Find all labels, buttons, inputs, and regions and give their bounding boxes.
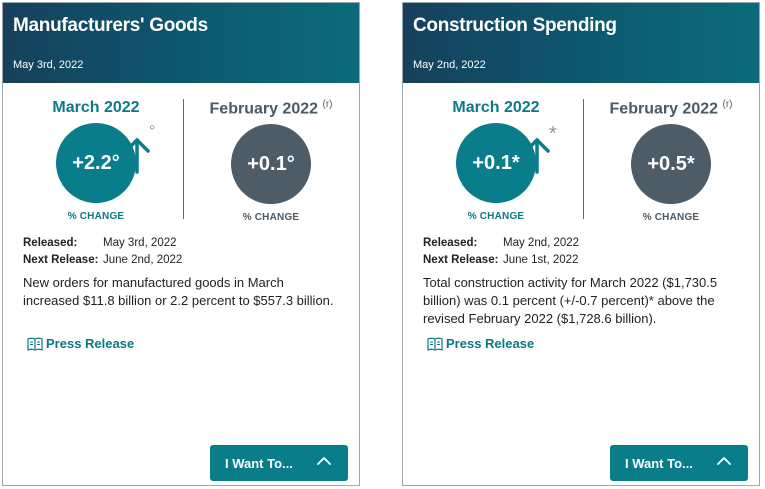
previous-metric: February 2022 (r) +0.1° % CHANGE [196,99,346,223]
book-icon [27,337,43,351]
next-release-value: June 2nd, 2022 [103,254,183,266]
current-period-label: March 2022 [452,99,540,116]
card-date: May 3rd, 2022 [13,59,84,71]
previous-period-text: February 2022 [209,100,319,118]
next-release-label: Next Release: [423,254,499,266]
chevron-up-icon [717,457,731,465]
book-icon [427,337,443,351]
i-want-to-label: I Want To... [225,455,293,471]
indicator-description: Total construction activity for March 20… [423,275,718,326]
current-value: +0.1* [472,151,520,174]
trend-mark: * [549,123,557,145]
metric-divider [183,99,184,219]
next-release-value: June 1st, 2022 [503,254,579,266]
next-release-row: Next Release: June 2nd, 2022 [23,254,182,266]
previous-value-circle: +0.1° [231,124,311,205]
previous-period-text: February 2022 [609,100,719,118]
press-release-link[interactable]: Press Release [27,336,134,351]
previous-value-circle: +0.5* [631,124,711,205]
previous-value: +0.5* [647,152,695,175]
card-title[interactable]: Manufacturers' Goods [13,15,208,36]
revised-mark: (r) [722,99,733,110]
released-label: Released: [23,237,78,249]
current-metric: March 2022 +0.1* % CHANGE [421,99,571,222]
released-value: May 2nd, 2022 [503,237,580,249]
press-release-label: Press Release [46,336,135,351]
previous-pct-label: % CHANGE [642,212,700,224]
current-value-circle: +2.2° [56,123,136,203]
current-pct-label: % CHANGE [467,211,525,222]
previous-value: +0.1° [247,152,295,175]
chevron-up-icon [317,457,331,465]
next-release-label: Next Release: [23,254,99,266]
card-title[interactable]: Construction Spending [413,15,617,36]
indicator-description: New orders for manufactured goods in Mar… [23,275,334,308]
released-value: May 3rd, 2022 [103,237,177,249]
released-row: Released: May 3rd, 2022 [23,237,177,249]
current-metric: March 2022 +2.2° % CHANGE [21,99,171,222]
indicator-card-construction-spending: Construction Spending May 2nd, 2022 Marc… [402,2,760,486]
next-release-row: Next Release: June 1st, 2022 [423,254,578,266]
previous-metric: February 2022 (r) +0.5* % CHANGE [596,99,746,223]
current-value: +2.2° [72,151,120,174]
arrow-up-icon [524,138,550,174]
previous-period-label: February 2022 (r) [196,99,346,118]
press-release-link[interactable]: Press Release [427,336,534,351]
card-date: May 2nd, 2022 [413,59,486,71]
current-value-circle: +0.1* [456,123,536,203]
card-header: Manufacturers' Goods May 3rd, 2022 [3,3,359,83]
press-release-label: Press Release [446,336,535,351]
released-label: Released: [423,237,478,249]
previous-period-label: February 2022 (r) [596,99,746,118]
current-period-label: March 2022 [52,99,140,116]
arrow-up-icon [124,138,150,174]
card-header: Construction Spending May 2nd, 2022 [403,3,759,83]
trend-mark: ° [149,123,156,140]
previous-pct-label: % CHANGE [242,212,300,224]
released-row: Released: May 2nd, 2022 [423,237,579,249]
i-want-to-label: I Want To... [625,455,693,471]
metric-divider [583,99,584,219]
i-want-to-button[interactable]: I Want To... [210,445,348,481]
current-pct-label: % CHANGE [67,211,125,222]
revised-mark: (r) [322,99,333,110]
indicator-card-manufacturers-goods: Manufacturers' Goods May 3rd, 2022 March… [2,2,360,486]
i-want-to-button[interactable]: I Want To... [610,445,748,481]
